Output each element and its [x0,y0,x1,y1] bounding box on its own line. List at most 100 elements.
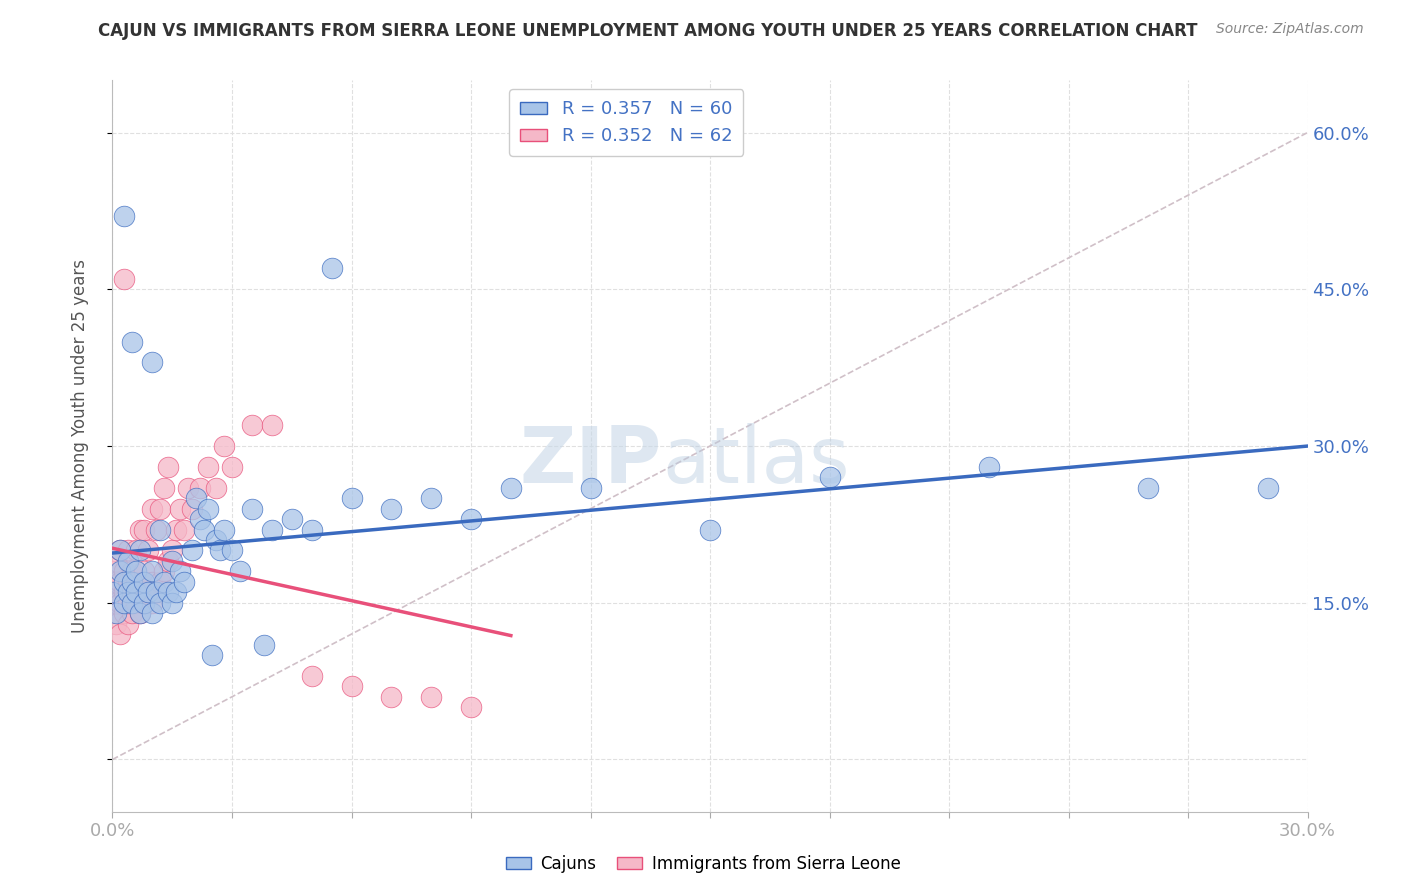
Point [173,574,195,589]
Point [157,459,180,474]
Point [420,690,443,704]
Point [114,209,135,223]
Point [105,554,128,568]
Point [212,439,235,453]
Point [114,606,135,620]
Point [162,596,183,610]
Point [117,585,139,599]
Point [188,481,211,495]
Point [117,554,139,568]
Point [105,616,128,631]
Text: atlas: atlas [662,423,849,499]
Point [110,543,132,558]
Point [129,523,152,537]
Point [141,501,163,516]
Point [205,533,228,547]
Point [110,574,132,589]
Point [260,418,283,433]
Point [240,501,263,516]
Point [101,585,124,599]
Point [253,638,276,652]
Point [301,669,323,683]
Point [165,523,187,537]
Point [201,648,224,662]
Point [193,523,215,537]
Point [579,481,602,495]
Point [149,574,172,589]
Point [281,512,304,526]
Point [117,543,139,558]
Point [1137,481,1160,495]
Point [141,606,163,620]
Point [153,481,176,495]
Point [134,596,156,610]
Point [340,491,363,506]
Point [141,565,163,579]
Point [460,512,482,526]
Point [129,606,152,620]
Point [134,565,156,579]
Point [240,418,263,433]
Point [165,585,187,599]
Point [125,565,148,579]
Point [460,700,482,714]
Point [162,543,183,558]
Point [181,543,204,558]
Point [125,596,148,610]
Point [699,523,721,537]
Point [188,512,211,526]
Point [162,554,183,568]
Point [149,523,172,537]
Point [110,565,132,579]
Point [125,543,148,558]
Point [818,470,841,484]
Point [117,574,139,589]
Text: CAJUN VS IMMIGRANTS FROM SIERRA LEONE UNEMPLOYMENT AMONG YOUTH UNDER 25 YEARS CO: CAJUN VS IMMIGRANTS FROM SIERRA LEONE UN… [98,22,1198,40]
Point [129,543,152,558]
Point [114,565,135,579]
Point [177,481,200,495]
Point [209,543,232,558]
Point [145,585,167,599]
Point [173,523,195,537]
Point [141,596,163,610]
Point [340,679,363,693]
Point [114,272,135,286]
Point [499,481,522,495]
Point [117,596,139,610]
Point [134,574,156,589]
Text: Source: ZipAtlas.com: Source: ZipAtlas.com [1216,22,1364,37]
Point [380,690,402,704]
Y-axis label: Unemployment Among Youth under 25 years: Unemployment Among Youth under 25 years [70,259,89,633]
Point [157,585,180,599]
Point [260,523,283,537]
Point [145,585,167,599]
Point [101,585,124,599]
Point [134,523,156,537]
Point [205,481,228,495]
Point [149,501,172,516]
Point [129,585,152,599]
Point [105,596,128,610]
Point [134,596,156,610]
Point [229,565,252,579]
Point [153,574,176,589]
Legend: Cajuns, Immigrants from Sierra Leone: Cajuns, Immigrants from Sierra Leone [499,848,907,880]
Point [181,501,204,516]
Point [197,459,219,474]
Point [101,606,124,620]
Point [221,459,243,474]
Point [420,491,443,506]
Point [169,501,191,516]
Point [301,523,323,537]
Point [101,565,124,579]
Point [110,543,132,558]
Point [105,574,128,589]
Point [110,627,132,641]
Point [197,501,219,516]
Point [121,596,143,610]
Point [121,334,143,349]
Point [212,523,235,537]
Point [121,565,143,579]
Point [125,585,148,599]
